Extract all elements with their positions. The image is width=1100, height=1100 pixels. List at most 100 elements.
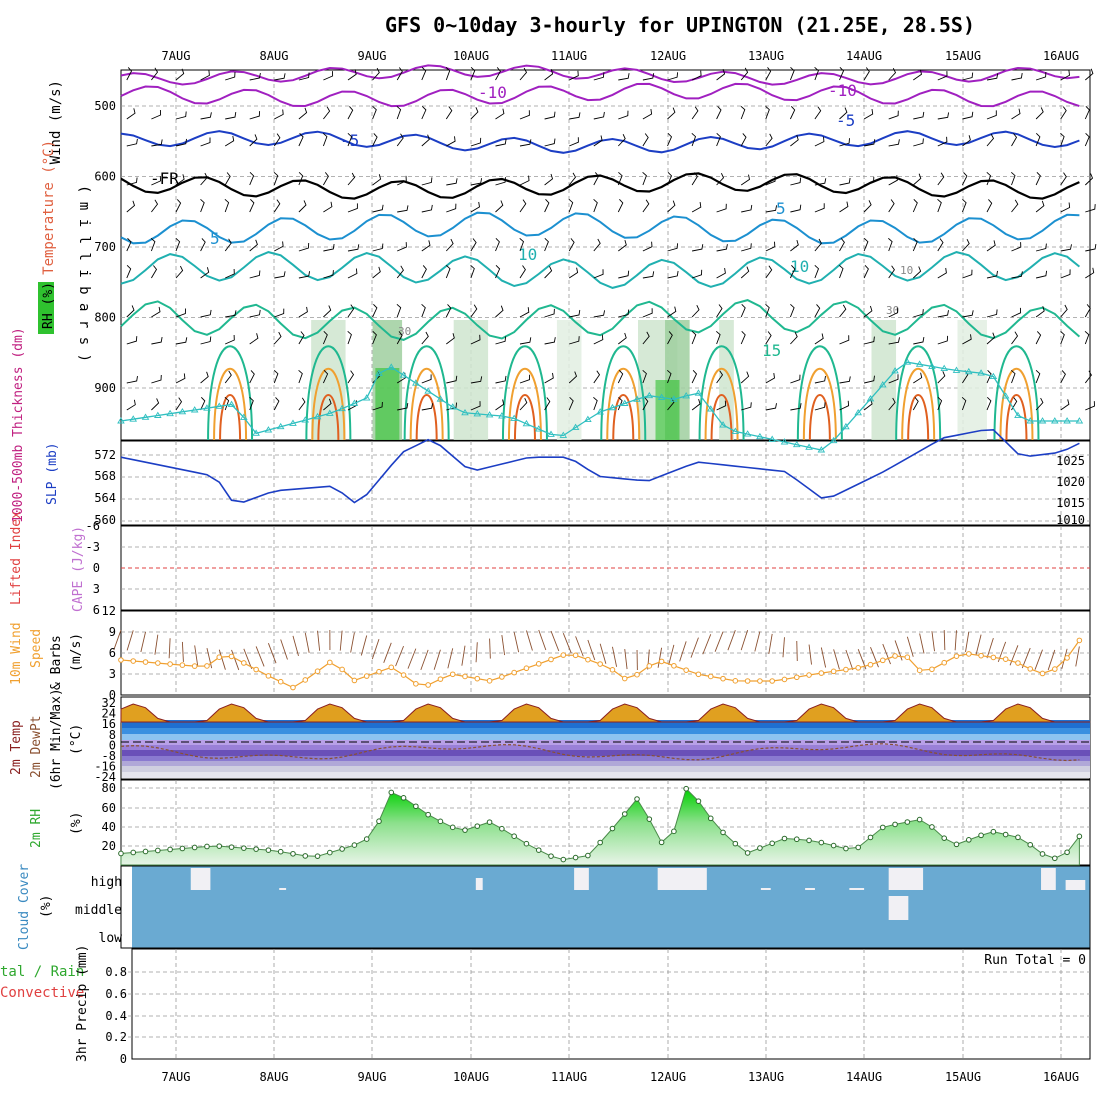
wind-barb	[913, 111, 925, 120]
wind-barb	[224, 135, 235, 147]
wind-speed-marker	[191, 663, 198, 669]
wind-barb	[322, 132, 328, 147]
wind-barb	[667, 72, 679, 81]
surface-wind-barb	[702, 634, 712, 655]
surface-wind-barbs	[113, 629, 1080, 671]
wind-barb	[446, 203, 457, 213]
thickness-marker	[571, 423, 580, 430]
wind-barb	[740, 330, 746, 345]
thickness-marker	[915, 360, 924, 367]
axis-tick-label: 564	[94, 491, 116, 505]
rh-marker	[118, 850, 124, 857]
wind-barb	[789, 105, 796, 120]
surface-wind-barb	[360, 635, 368, 656]
wind-barb	[446, 136, 456, 147]
wind-barb	[618, 73, 630, 81]
temperature-band	[122, 750, 1090, 756]
rh-marker	[793, 836, 800, 843]
wind-barb	[1060, 330, 1065, 345]
wind-barb	[937, 198, 942, 213]
bottom-date-label: 8AUG	[260, 1070, 289, 1084]
wind-barb	[1060, 172, 1067, 186]
wind-barb	[495, 108, 505, 120]
temperature-band	[122, 756, 1090, 761]
wind-barb	[347, 172, 356, 186]
wind-barb	[667, 306, 677, 318]
wind-barb	[323, 201, 333, 213]
wind-barb	[863, 108, 874, 120]
wind-barb	[617, 369, 624, 384]
surface-wind-barb	[538, 629, 547, 651]
thickness-marker	[719, 421, 727, 428]
thickness-marker	[1026, 417, 1035, 424]
surface-wind-barb	[833, 649, 840, 670]
wind-barb	[962, 310, 974, 318]
cloud-gap	[574, 868, 589, 890]
wind-barb	[200, 172, 208, 186]
precip-panel-frame	[131, 948, 1091, 1060]
wind-barb	[691, 305, 700, 318]
wind-barb	[568, 172, 577, 186]
cloud-axis-label: Cloud Cover	[17, 864, 32, 950]
surface-wind-barb	[154, 634, 159, 655]
wind-barb	[249, 73, 261, 81]
wind-barb	[372, 105, 377, 120]
wind-barb	[200, 371, 209, 384]
thickness-marker	[473, 410, 482, 417]
wind-barb	[913, 372, 923, 384]
wind-barb	[839, 177, 851, 186]
wind-barb	[814, 136, 825, 147]
bottom-date-label: 9AUG	[358, 1070, 387, 1084]
wind-barb	[151, 199, 159, 213]
wind-barb	[544, 237, 549, 252]
wind-barb	[790, 374, 801, 384]
surface-wind-barb	[395, 645, 404, 667]
wind-barb	[741, 243, 752, 252]
wind-barb	[642, 331, 650, 345]
surface-wind-barb	[371, 638, 380, 660]
axis-tick-label: 6	[93, 603, 100, 617]
wind-barb	[863, 237, 869, 252]
surface-temperature-contour	[999, 368, 1034, 441]
surface-wind-barb	[113, 629, 122, 651]
surface-temperature-contour	[501, 345, 548, 441]
wind-barb	[789, 303, 795, 318]
rh-marker	[1064, 849, 1070, 856]
surface-temperature-contour	[409, 368, 444, 441]
wind-barb	[298, 369, 303, 384]
wind-speed-marker	[1052, 666, 1058, 672]
wind-barb	[765, 205, 778, 213]
thickness-marker	[768, 435, 776, 442]
wind-barb	[740, 133, 747, 147]
top-date-label: 10AUG	[453, 49, 489, 63]
wind-barb	[445, 238, 454, 252]
rh-marker	[658, 839, 665, 846]
wind-barb	[691, 330, 697, 345]
wind-barb	[126, 67, 133, 81]
wind-barb	[642, 241, 653, 252]
wind-barb	[323, 305, 332, 318]
wind-barb	[789, 66, 795, 81]
slp-panel-frame	[120, 440, 1091, 526]
wind-barb	[421, 403, 434, 411]
humidity-core	[375, 368, 400, 440]
wind-speed-marker	[695, 671, 702, 678]
surface-wind-barb	[550, 630, 560, 652]
wind-speed-marker	[142, 659, 149, 665]
rh-marker	[892, 821, 898, 828]
surface-wind-barb	[612, 646, 618, 667]
cloud-level-high: high	[91, 875, 122, 890]
wind-barb	[692, 244, 704, 252]
rh-marker	[327, 849, 333, 856]
thickness-marker	[190, 406, 199, 413]
rh-marker	[462, 827, 468, 833]
wind-barb	[544, 198, 550, 213]
wind-barb	[937, 71, 948, 81]
wind-barb	[765, 241, 776, 252]
surface-wind-barb	[796, 640, 798, 661]
surface-wind-barb	[986, 637, 994, 659]
wind-barb	[937, 136, 948, 147]
bottom-date-label: 11AUG	[551, 1070, 587, 1084]
thickness-marker	[436, 395, 445, 402]
